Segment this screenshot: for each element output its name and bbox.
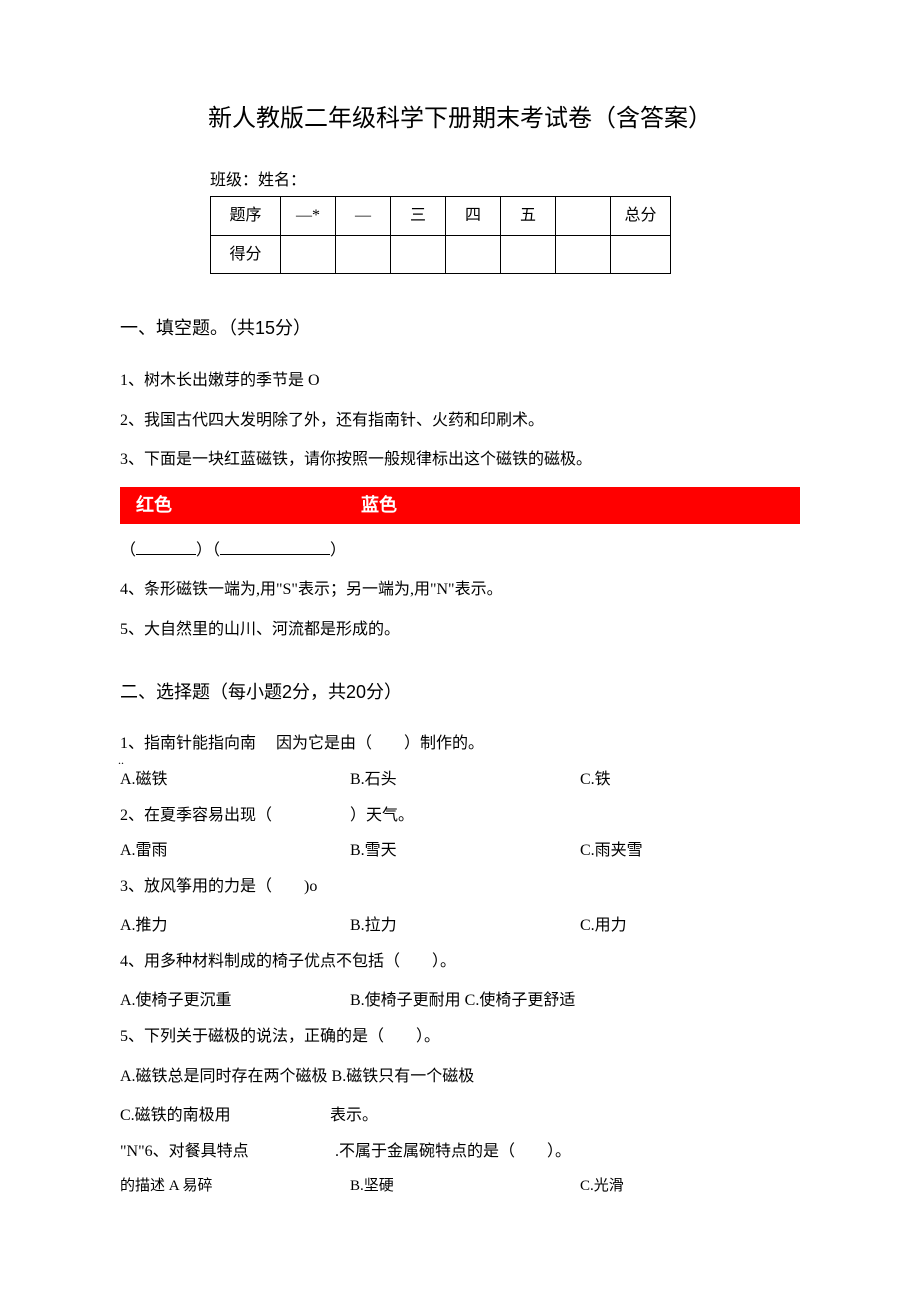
s2-q6-row2: "N"6、对餐具特点 .不属于金属碗特点的是（ ）。 — [120, 1139, 800, 1165]
section2-prefix: 二、选择题（每小题 — [120, 682, 282, 702]
col-cell: — — [336, 196, 391, 235]
score-cell — [336, 235, 391, 274]
score-cell — [391, 235, 446, 274]
section1-suffix: 分） — [275, 318, 311, 338]
s2-q3-options: A.推力 B.拉力 C.用力 — [120, 913, 800, 939]
q4-option-bc: B.使椅子更耐用 C.使椅子更舒适 — [350, 988, 575, 1014]
section1-header: 一、填空题。（共15分） — [120, 314, 800, 343]
s1-q3: 3、下面是一块红蓝磁铁，请你按照一般规律标出这个磁铁的磁极。 — [120, 447, 800, 473]
blue-label: 蓝色 — [361, 491, 397, 520]
page-title: 新人教版二年级科学下册期末考试卷（含答案） — [120, 100, 800, 138]
q6-n-part: "N"6、对餐具特点 — [120, 1139, 335, 1165]
q1-option-a: A.磁铁 — [120, 767, 350, 793]
q2-option-a: A.雷雨 — [120, 838, 350, 864]
col-cell: 四 — [446, 196, 501, 235]
s2-q3-stem: 3、放风筝用的力是（ )o — [120, 874, 800, 900]
q2-stem: 2、在夏季容易出现（ — [120, 803, 330, 829]
s2-q5-ab: A.磁铁总是同时存在两个磁极 B.磁铁只有一个磁极 — [120, 1064, 800, 1090]
q6-option-b: B.坚硬 — [350, 1174, 580, 1198]
q1-option-c: C.铁 — [580, 767, 800, 793]
table-row: 题序 —* — 三 四 五 总分 — [211, 196, 671, 235]
magnet-blanks: （）（） — [120, 536, 800, 564]
q3-option-c: C.用力 — [580, 913, 800, 939]
s1-q4: 4、条形磁铁一端为,用"S"表示；另一端为,用"N"表示。 — [120, 577, 800, 603]
section1-num: 15 — [255, 318, 275, 338]
s2-q2-stem-row: 2、在夏季容易出现（ ）天气。 — [120, 803, 800, 829]
col-cell: 三 — [391, 196, 446, 235]
magnet-color-bar: 红色 蓝色 — [120, 487, 800, 524]
score-table: 题序 —* — 三 四 五 总分 得分 — [210, 196, 671, 274]
q1-option-b: B.石头 — [350, 767, 580, 793]
score-cell — [281, 235, 336, 274]
class-name-line: 班级：姓名： — [210, 168, 800, 194]
q2-option-b: B.雪天 — [350, 838, 580, 864]
s1-q5: 5、大自然里的山川、河流都是形成的。 — [120, 617, 800, 643]
red-label: 红色 — [136, 491, 361, 520]
score-cell — [556, 235, 611, 274]
q1-dots: .. — [118, 751, 124, 770]
s2-q6-row3: 的描述 A 易碎 B.坚硬 C.光滑 — [120, 1174, 800, 1198]
s1-q1: 1、树木长出嫩芽的季节是 O — [120, 368, 800, 394]
q6-c-part2: 表示。 — [330, 1103, 378, 1129]
q6-c-part1: C.磁铁的南极用 — [120, 1103, 330, 1129]
s2-q4-options: A.使椅子更沉重 B.使椅子更耐用 C.使椅子更舒适 — [120, 988, 800, 1014]
total-cell: 总分 — [611, 196, 671, 235]
q6-desc-a: 的描述 A 易碎 — [120, 1174, 350, 1198]
q1-stem2: 因为它是由（ ）制作的。 — [276, 731, 484, 757]
table-row: 得分 — [211, 235, 671, 274]
q2-option-c: C.雨夹雪 — [580, 838, 800, 864]
q6-stem-part: .不属于金属碗特点的是（ ）。 — [335, 1139, 571, 1165]
q6-option-c: C.光滑 — [580, 1174, 800, 1198]
section2-num1: 2 — [282, 682, 292, 702]
section2-mid: 分，共 — [292, 682, 346, 702]
score-label-cell: 得分 — [211, 235, 281, 274]
col-cell — [556, 196, 611, 235]
section2-header: 二、选择题（每小题2分，共20分） — [120, 678, 800, 707]
q3-option-b: B.拉力 — [350, 913, 580, 939]
col-cell: 五 — [501, 196, 556, 235]
score-cell — [501, 235, 556, 274]
s2-q6-row1: C.磁铁的南极用 表示。 — [120, 1103, 800, 1129]
blank — [220, 536, 330, 555]
s2-q4-stem: 4、用多种材料制成的椅子优点不包括（ ）。 — [120, 949, 800, 975]
s2-q1-options: A.磁铁 B.石头 C.铁 — [120, 767, 800, 793]
score-cell — [611, 235, 671, 274]
s2-q5-stem: 5、下列关于磁极的说法，正确的是（ ）。 — [120, 1024, 800, 1050]
q4-option-a: A.使椅子更沉重 — [120, 988, 350, 1014]
s2-q2-options: A.雷雨 B.雪天 C.雨夹雪 — [120, 838, 800, 864]
q2-stem2: ）天气。 — [350, 803, 414, 829]
score-cell — [446, 235, 501, 274]
col-cell: —* — [281, 196, 336, 235]
blank — [136, 536, 196, 555]
s2-q1-stem-row: 1、指南针能指向南 因为它是由（ ）制作的。 — [120, 731, 800, 757]
s1-q2: 2、我国古代四大发明除了外，还有指南针、火药和印刷术。 — [120, 408, 800, 434]
section2-num2: 20 — [346, 682, 366, 702]
header-cell: 题序 — [211, 196, 281, 235]
section2-suffix: 分） — [366, 682, 402, 702]
q1-stem: 1、指南针能指向南 — [120, 731, 256, 757]
q3-option-a: A.推力 — [120, 913, 350, 939]
section1-prefix: 一、填空题。（共 — [120, 318, 255, 338]
